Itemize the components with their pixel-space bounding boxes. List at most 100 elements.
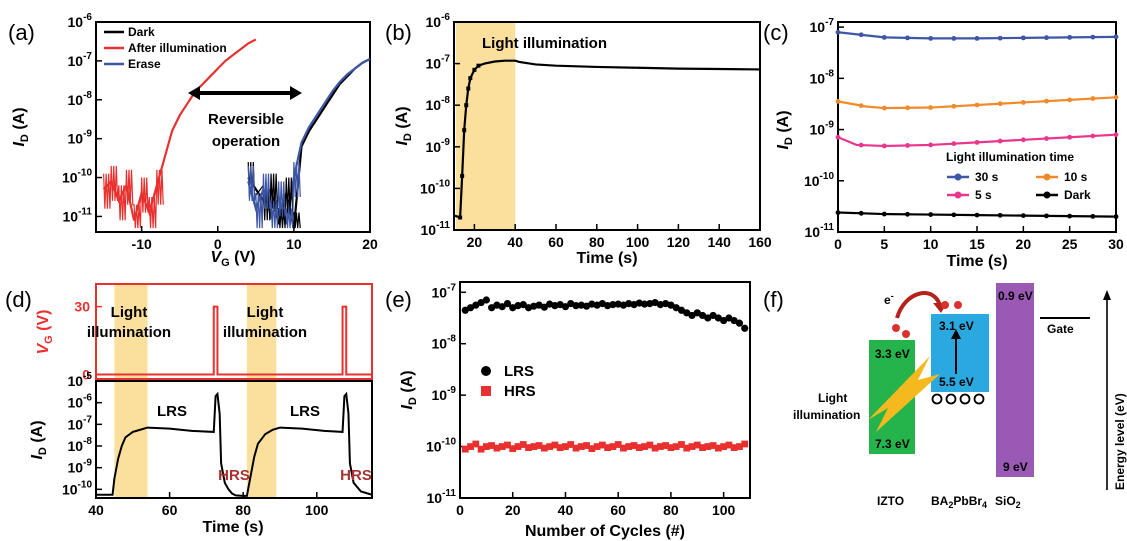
data-marker [1020, 137, 1026, 143]
data-marker [1090, 213, 1096, 219]
data-marker [1067, 34, 1073, 40]
sio2-band [996, 283, 1034, 477]
x-tick-label: 20 [1016, 236, 1032, 252]
y-tick-label: 10-9 [810, 120, 835, 138]
perovskite-top-value: 3.1 eV [939, 319, 974, 333]
lightning-bolt-icon [868, 356, 940, 432]
plot-frame [453, 21, 761, 231]
x-tick-label: 100 [712, 502, 736, 518]
data-marker-hrs [488, 442, 496, 449]
state-label: LRS [157, 403, 187, 420]
x-tick-label: 120 [667, 234, 691, 250]
data-marker [1113, 34, 1119, 40]
data-marker [1090, 96, 1096, 101]
panel-label-a: (a) [8, 20, 35, 45]
data-marker [1020, 213, 1026, 219]
y-tick-label: 10-7 [426, 54, 451, 72]
data-marker-hrs [577, 443, 585, 450]
izto-label: IZTO [877, 494, 904, 508]
x-tick-label: 0 [456, 502, 464, 518]
band-label: illumination [223, 324, 307, 341]
x-tick-label: 20 [467, 234, 483, 250]
y-tick-label: 30 [74, 299, 90, 315]
series-noise-1 [103, 165, 164, 229]
sio2-label: SiO2 [995, 494, 1021, 510]
illumination-band [114, 284, 148, 498]
data-marker [858, 142, 864, 148]
data-marker-hrs [667, 444, 675, 451]
y-tick-label: 10-9 [68, 458, 93, 476]
data-marker [1113, 94, 1119, 100]
x-tick-label: 30 [1108, 236, 1124, 252]
data-marker-hrs [588, 445, 596, 453]
legend-marker [1043, 173, 1051, 181]
data-marker [905, 35, 910, 41]
y-tick-label: 10-8 [426, 95, 451, 113]
band-label: illumination [87, 324, 171, 341]
data-marker-hrs [741, 440, 749, 448]
data-marker [974, 139, 980, 145]
data-marker [1090, 34, 1096, 40]
data-marker-hrs [704, 443, 712, 450]
y-tick-label: 10-10 [62, 479, 92, 497]
data-marker [1113, 214, 1119, 220]
x-tick-label: 40 [88, 502, 104, 518]
x-tick-label: 80 [235, 502, 251, 518]
legend-label: HRS [504, 383, 536, 400]
plot-frame [459, 281, 751, 499]
data-marker [1044, 136, 1049, 141]
top-plot-frame [95, 283, 373, 380]
data-marker-lrs [519, 301, 527, 309]
data-marker [974, 35, 980, 41]
x-tick-label: 0 [834, 236, 842, 252]
x-tick-label: 80 [589, 234, 605, 250]
panel-label-f: (f) [763, 287, 784, 312]
y-tick-label: 10-8 [68, 436, 93, 454]
light-label-line-1: Light [818, 391, 847, 405]
state-label: LRS [290, 403, 320, 420]
data-marker-hrs [514, 443, 522, 450]
energy-axis-label: Energy level (eV) [1113, 393, 1127, 490]
data-marker [458, 215, 463, 220]
x-tick-label: -10 [132, 236, 152, 252]
data-marker [928, 35, 934, 41]
data-marker [858, 210, 864, 216]
data-marker-hrs [693, 441, 701, 449]
legend-marker [954, 191, 962, 199]
data-marker-lrs [540, 303, 548, 311]
data-marker-hrs [736, 443, 743, 450]
data-marker [881, 211, 887, 217]
legend-label: 10 s [1064, 170, 1088, 184]
legend-label: 30 s [975, 170, 999, 184]
legend-marker [1043, 191, 1051, 199]
y-tick-label: 10-6 [68, 393, 93, 411]
data-marker-hrs [504, 441, 511, 449]
data-marker-lrs [735, 319, 744, 327]
series-line-0 [453, 59, 761, 220]
data-marker-hrs [540, 444, 548, 452]
y-tick-label: 10-8 [810, 68, 835, 86]
data-marker-hrs [493, 444, 501, 452]
data-marker [1067, 213, 1073, 219]
data-marker [928, 142, 934, 148]
illumination-band [456, 22, 516, 230]
data-marker [1113, 132, 1119, 138]
gate-label: Gate [1047, 322, 1074, 336]
x-axis-label: VG (V) [210, 249, 255, 269]
sio2-bottom-value: 9 eV [1003, 460, 1028, 474]
light-label-line-2: illumination [793, 408, 860, 422]
data-marker [460, 173, 465, 178]
series-line-erase [247, 57, 371, 225]
y-tick-label: 10-9 [68, 129, 93, 147]
data-marker-hrs [482, 443, 490, 450]
data-marker-hrs [604, 444, 612, 451]
y-tick-label: 10-6 [68, 12, 93, 30]
y-tick-label: 10-11 [63, 206, 93, 224]
data-marker-hrs [614, 441, 622, 448]
data-marker-hrs [662, 442, 670, 449]
illumination-band [246, 284, 277, 498]
x-tick-label: 0 [214, 236, 222, 252]
data-marker [1044, 35, 1049, 41]
band-diagram: 3.3 eV 7.3 eV IZTO 3.1 eV 5.5 eV BA2PbBr… [793, 283, 1127, 510]
